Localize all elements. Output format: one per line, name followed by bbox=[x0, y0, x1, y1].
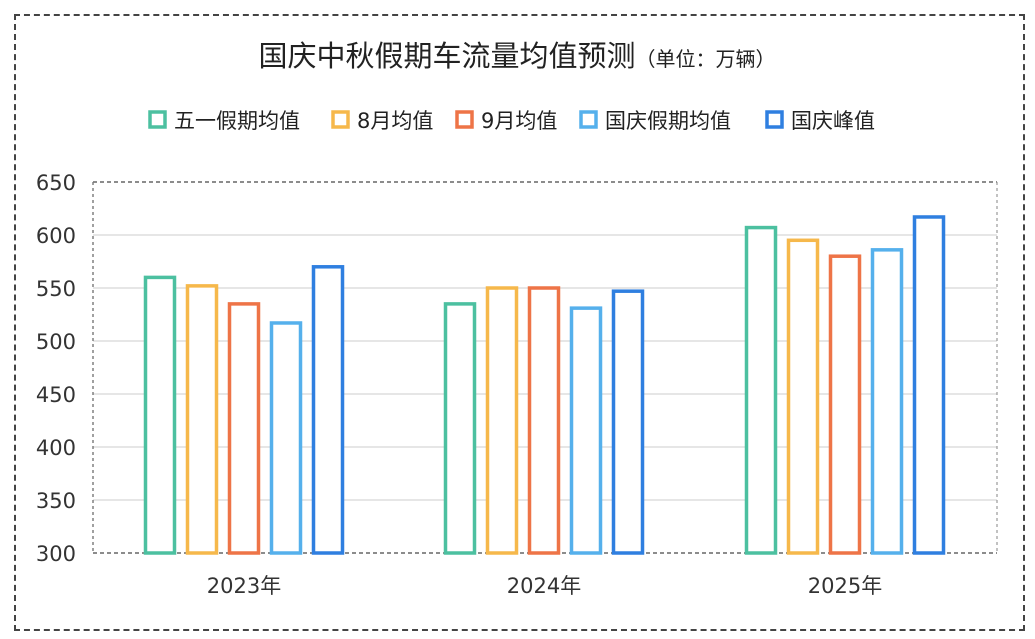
y-tick-label: 500 bbox=[36, 330, 76, 354]
chart-frame bbox=[14, 14, 1025, 631]
y-tick-label: 550 bbox=[36, 277, 76, 301]
y-tick-label: 400 bbox=[36, 436, 76, 460]
x-tick-label: 2024年 bbox=[507, 574, 581, 598]
bar-1-2 bbox=[443, 302, 477, 555]
y-axis: 300 350 400 450 500 550 600 650 bbox=[36, 171, 76, 566]
bar-3-2 bbox=[527, 286, 561, 555]
legend-label: 国庆峰值 bbox=[791, 109, 875, 133]
legend-swatch bbox=[765, 110, 784, 129]
legend-swatch bbox=[579, 110, 598, 129]
legend-swatch bbox=[331, 110, 350, 129]
legend-label: 8月均值 bbox=[357, 109, 433, 133]
bar-3-1 bbox=[227, 302, 261, 555]
x-axis: 2023年 2024年 2025年 bbox=[207, 574, 882, 598]
bar-5-2 bbox=[611, 289, 645, 555]
legend-label: 五一假期均值 bbox=[174, 109, 300, 133]
bar-1-3 bbox=[744, 225, 778, 555]
y-tick-label: 600 bbox=[36, 224, 76, 248]
y-tick-label: 300 bbox=[36, 542, 76, 566]
bar-2-1 bbox=[185, 284, 219, 555]
chart-title-main: 国庆中秋假期车流量均值预测 bbox=[258, 39, 635, 73]
y-tick-label: 450 bbox=[36, 383, 76, 407]
bar-4-3 bbox=[870, 248, 904, 555]
x-tick-label: 2023年 bbox=[207, 574, 281, 598]
y-tick-label: 350 bbox=[36, 489, 76, 513]
chart-title-unit: （单位：万辆） bbox=[636, 47, 776, 71]
legend-swatch bbox=[148, 110, 167, 129]
bar-2-3 bbox=[786, 238, 820, 555]
bar-2-2 bbox=[485, 286, 519, 555]
legend-label: 国庆假期均值 bbox=[605, 109, 731, 133]
bar-5-1 bbox=[311, 265, 345, 555]
x-tick-label: 2025年 bbox=[808, 574, 882, 598]
bar-4-2 bbox=[569, 306, 603, 555]
legend-swatch bbox=[455, 110, 474, 129]
bar-1-1 bbox=[143, 275, 177, 555]
bar-4-1 bbox=[269, 321, 303, 555]
bar-3-3 bbox=[828, 254, 862, 555]
legend: 五一假期均值 8月均值 9月均值 国庆假期均值 国庆峰值 bbox=[148, 109, 875, 133]
bars bbox=[143, 215, 946, 555]
y-tick-label: 650 bbox=[36, 171, 76, 195]
legend-label: 9月均值 bbox=[481, 109, 557, 133]
bar-5-3 bbox=[912, 215, 946, 555]
chart-title: 国庆中秋假期车流量均值预测（单位：万辆） bbox=[258, 39, 775, 73]
